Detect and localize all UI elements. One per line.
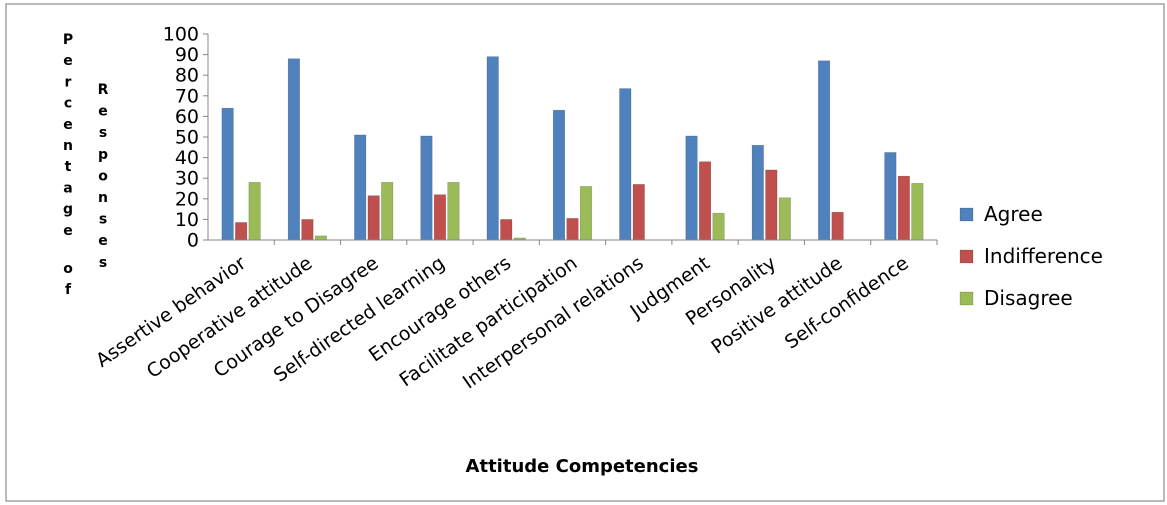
bar-disagree-3 <box>381 182 394 241</box>
bar-agree-3 <box>354 134 367 241</box>
bars <box>221 56 938 245</box>
bar-indifference-4 <box>433 194 447 241</box>
bar-disagree-8 <box>712 212 725 241</box>
bar-disagree-9 <box>778 197 791 241</box>
bar-disagree-6 <box>579 186 593 241</box>
bar-agree-7 <box>619 88 632 241</box>
y-tick-label: 100 <box>163 24 199 46</box>
legend-swatch-agree <box>959 207 974 222</box>
y-tick-label: 70 <box>175 85 199 107</box>
bar-agree-6 <box>552 109 566 241</box>
bar-indifference-5 <box>500 219 513 241</box>
bar-indifference-7 <box>632 184 645 241</box>
bar-disagree-11 <box>911 183 924 241</box>
bar-agree-11 <box>884 152 897 241</box>
bar-indifference-6 <box>566 218 579 241</box>
y-tick-label: 10 <box>175 209 199 231</box>
y-tick-label: 50 <box>175 127 199 149</box>
bar-indifference-3 <box>367 195 380 241</box>
legend-label-agree: Agree <box>984 202 1043 226</box>
y-tick-label: 90 <box>175 44 199 66</box>
y-tick-label: 0 <box>187 230 199 252</box>
bar-agree-9 <box>751 144 764 241</box>
bar-agree-10 <box>818 60 831 241</box>
legend-swatch-indifference <box>959 249 974 264</box>
bar-indifference-1 <box>235 222 248 241</box>
y-tick-label: 40 <box>175 147 199 169</box>
bar-disagree-2 <box>314 235 327 241</box>
bar-agree-5 <box>486 56 499 241</box>
bar-indifference-8 <box>698 161 712 241</box>
bar-indifference-11 <box>897 175 910 241</box>
bar-agree-1 <box>221 107 234 241</box>
legend-label-indifference: Indifference <box>984 244 1103 268</box>
y-tick-label: 80 <box>175 65 199 87</box>
legend: Agree Indifference Disagree <box>959 202 1103 310</box>
bar-indifference-9 <box>765 169 778 241</box>
y-tick-label: 60 <box>175 106 199 128</box>
bar-agree-2 <box>287 58 300 241</box>
y-tick-label: 20 <box>175 188 199 210</box>
legend-swatch-disagree <box>959 291 974 306</box>
bar-agree-4 <box>420 135 433 241</box>
bar-agree-8 <box>685 135 698 241</box>
bar-indifference-10 <box>831 211 844 241</box>
y-tick-label: 30 <box>175 168 199 190</box>
bar-disagree-1 <box>248 182 261 241</box>
legend-label-disagree: Disagree <box>984 286 1073 310</box>
bar-disagree-4 <box>447 182 460 241</box>
x-axis-title: Attitude Competencies <box>466 456 699 477</box>
bar-indifference-2 <box>301 219 314 241</box>
